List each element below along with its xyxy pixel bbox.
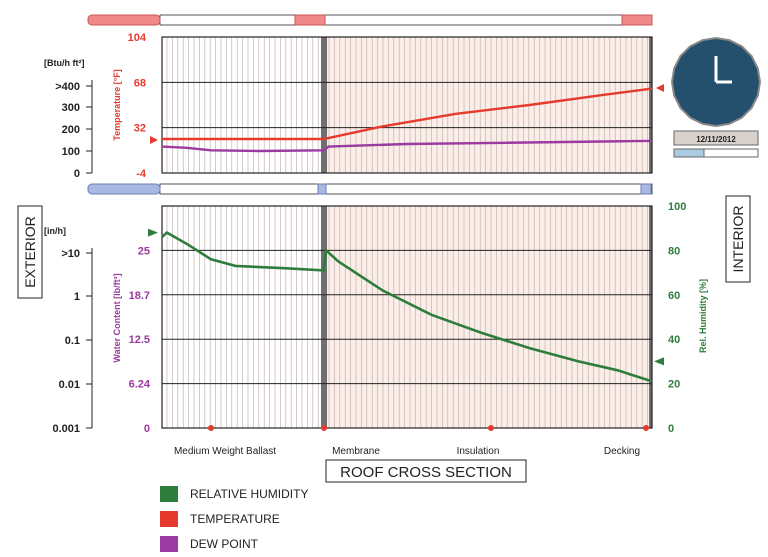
- membrane-band: [321, 37, 327, 173]
- inh-tick-label: 0.01: [59, 379, 80, 391]
- humidity-axis-title: Rel. Humidity [%]: [698, 279, 708, 353]
- water-content-axis-title: Water Content [lb/ft³]: [112, 273, 122, 362]
- layer-label: Decking: [604, 446, 640, 457]
- btu-tick-label: 100: [62, 146, 80, 158]
- dew-point-line: [161, 139, 653, 153]
- temperature-tick-label: 32: [134, 123, 146, 135]
- insulation-region: [324, 206, 652, 428]
- indoor-temp-marker: [656, 84, 664, 92]
- outdoor-rh-marker: [148, 228, 158, 237]
- moisture-panel: 25 18.7 12.5 6.24 0 100 80 60 40 20 0 Water Content…: [112, 201, 708, 435]
- humidity-tick-label: 40: [668, 334, 680, 346]
- layer-marker[interactable]: [643, 425, 649, 431]
- legend: RELATIVE HUMIDITY TEMPERATURE DEW POINT: [160, 486, 308, 552]
- interior-label: INTERIOR: [725, 195, 751, 283]
- temperature-tick-label: -4: [136, 168, 147, 180]
- legend-label: DEW POINT: [190, 537, 259, 551]
- layer-label: Insulation: [457, 446, 500, 457]
- middle-slider[interactable]: [87, 183, 653, 195]
- layer-marker[interactable]: [208, 425, 214, 431]
- humidity-tick-label: 100: [668, 201, 686, 213]
- top-slider[interactable]: [87, 14, 653, 26]
- temperature-panel: 104 68 32 -4 Temperature [°F]: [112, 32, 664, 180]
- decking-edge: [649, 37, 652, 173]
- date-box: [673, 130, 759, 146]
- btu-tick-label: >400: [55, 81, 80, 93]
- clock-widget: 12/11/2012: [670, 36, 762, 158]
- relative-humidity-line: [161, 231, 653, 383]
- layer-label: Medium Weight Ballast: [174, 446, 276, 457]
- inh-tick-label: 0.1: [65, 335, 80, 347]
- temperature-tick-label: 68: [134, 77, 146, 89]
- legend-swatch: [160, 536, 178, 552]
- inh-unit-label: [in/h]: [44, 226, 66, 236]
- svg-text:INTERIOR: INTERIOR: [730, 206, 746, 273]
- date-text: 12/11/2012: [696, 135, 736, 144]
- indoor-rh-marker: [654, 357, 664, 366]
- legend-label: RELATIVE HUMIDITY: [190, 487, 308, 501]
- humidity-tick-label: 0: [668, 423, 674, 435]
- plot-frame: [161, 36, 653, 174]
- water-content-tick-label: 18.7: [129, 290, 150, 302]
- btu-tick-label: 300: [62, 102, 80, 114]
- btu-tick-label: 200: [62, 124, 80, 136]
- btu-tick-label: 0: [74, 168, 80, 180]
- decking-edge: [649, 206, 652, 428]
- insulation-region: [324, 37, 652, 173]
- svg-text:EXTERIOR: EXTERIOR: [22, 216, 38, 288]
- legend-swatch: [160, 511, 178, 527]
- inh-tick-label: 0.001: [52, 423, 80, 435]
- inh-tick-label: 1: [74, 291, 80, 303]
- humidity-tick-label: 20: [668, 379, 680, 391]
- plot-frame: [161, 205, 653, 429]
- cross-section-title: ROOF CROSS SECTION: [325, 459, 527, 483]
- layer-label: Membrane: [332, 446, 380, 457]
- layer-marker[interactable]: [321, 425, 327, 431]
- temperature-line: [162, 87, 653, 141]
- legend-swatch: [160, 486, 178, 502]
- outdoor-temp-marker: [150, 136, 158, 144]
- legend-label: TEMPERATURE: [190, 512, 280, 526]
- water-content-tick-label: 25: [138, 245, 150, 257]
- btu-unit-label: [Btu/h ft²]: [44, 58, 84, 68]
- water-content-tick-label: 6.24: [129, 379, 151, 391]
- water-content-tick-label: 12.5: [129, 334, 150, 346]
- inh-tick-label: >10: [61, 248, 80, 260]
- temperature-tick-label: 104: [128, 32, 147, 44]
- humidity-tick-label: 60: [668, 290, 680, 302]
- svg-text:ROOF CROSS SECTION: ROOF CROSS SECTION: [340, 464, 512, 481]
- membrane-band: [321, 206, 327, 428]
- layer-labels: Medium Weight Ballast Membrane Insulation D…: [174, 425, 649, 457]
- layer-marker[interactable]: [488, 425, 494, 431]
- water-content-tick-label: 0: [144, 423, 150, 435]
- humidity-tick-label: 80: [668, 245, 680, 257]
- temperature-axis-title: Temperature [°F]: [112, 69, 122, 140]
- exterior-label: EXTERIOR: [17, 205, 43, 299]
- heat-flux-scale: [Btu/h ft²] >400 300 200 100 0: [44, 58, 93, 180]
- infiltration-scale: [in/h] >10 1 0.1 0.01 0.001: [44, 226, 93, 435]
